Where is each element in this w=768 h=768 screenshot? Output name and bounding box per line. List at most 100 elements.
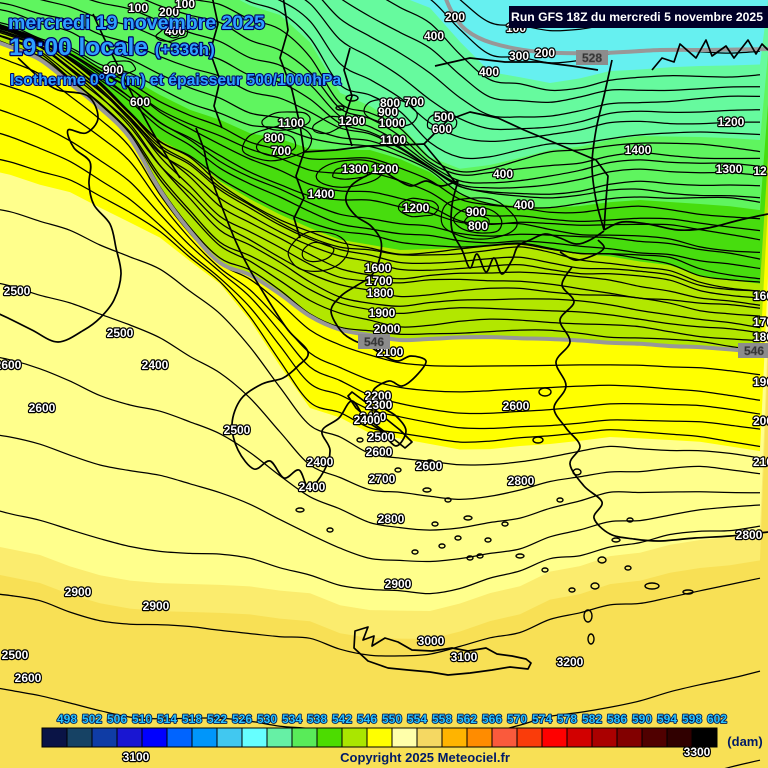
svg-text:400: 400 (493, 167, 513, 181)
svg-text:1000: 1000 (379, 116, 406, 130)
svg-text:3200: 3200 (557, 655, 584, 669)
svg-text:800: 800 (468, 219, 488, 233)
svg-text:514: 514 (157, 712, 177, 726)
svg-text:900: 900 (378, 105, 398, 119)
svg-text:1800: 1800 (753, 330, 768, 344)
svg-text:1900: 1900 (369, 306, 396, 320)
svg-text:2300: 2300 (366, 398, 393, 412)
svg-text:546: 546 (744, 344, 764, 358)
svg-text:3300: 3300 (684, 745, 711, 759)
svg-text:578: 578 (557, 712, 577, 726)
svg-text:400: 400 (424, 29, 444, 43)
svg-text:2500: 2500 (368, 430, 395, 444)
svg-text:2400: 2400 (360, 410, 387, 424)
svg-text:200: 200 (445, 10, 465, 24)
svg-text:300: 300 (509, 49, 529, 63)
svg-text:2400: 2400 (307, 455, 334, 469)
svg-text:700: 700 (404, 95, 424, 109)
svg-text:2800: 2800 (378, 512, 405, 526)
svg-text:2500: 2500 (4, 284, 31, 298)
svg-text:566: 566 (482, 712, 502, 726)
svg-text:1600: 1600 (753, 289, 768, 303)
svg-text:598: 598 (682, 712, 702, 726)
svg-text:400: 400 (165, 24, 185, 38)
svg-text:1300: 1300 (342, 162, 369, 176)
svg-text:1700: 1700 (753, 315, 768, 329)
svg-text:700: 700 (271, 144, 291, 158)
svg-text:100: 100 (128, 1, 148, 15)
svg-text:1200: 1200 (339, 114, 366, 128)
svg-text:554: 554 (407, 712, 427, 726)
svg-text:498: 498 (57, 712, 77, 726)
svg-text:2600: 2600 (416, 459, 443, 473)
svg-text:2900: 2900 (65, 585, 92, 599)
svg-text:2600: 2600 (0, 358, 22, 372)
svg-text:502: 502 (82, 712, 102, 726)
svg-text:2700: 2700 (369, 472, 396, 486)
svg-text:1200: 1200 (718, 115, 745, 129)
svg-text:2900: 2900 (385, 577, 412, 591)
svg-text:1800: 1800 (367, 286, 394, 300)
svg-text:12: 12 (753, 164, 767, 178)
svg-text:2400: 2400 (354, 413, 381, 427)
svg-text:1700: 1700 (366, 274, 393, 288)
svg-text:19:00 locale (+336h): 19:00 locale (+336h) (9, 34, 215, 61)
svg-text:2400: 2400 (299, 480, 326, 494)
svg-text:900: 900 (466, 205, 486, 219)
svg-text:2000: 2000 (374, 322, 401, 336)
svg-text:522: 522 (207, 712, 227, 726)
svg-text:2500: 2500 (224, 423, 251, 437)
svg-text:542: 542 (332, 712, 352, 726)
svg-text:600: 600 (130, 95, 150, 109)
svg-text:2600: 2600 (15, 671, 42, 685)
svg-text:3100: 3100 (451, 650, 478, 664)
svg-text:3100: 3100 (123, 750, 150, 764)
svg-text:Isotherme 0°C (m) et épaisseur: Isotherme 0°C (m) et épaisseur 500/1000h… (10, 72, 341, 89)
svg-text:2500: 2500 (2, 648, 29, 662)
svg-text:1400: 1400 (308, 187, 335, 201)
svg-text:400: 400 (479, 65, 499, 79)
svg-text:518: 518 (182, 712, 202, 726)
svg-text:550: 550 (382, 712, 402, 726)
svg-text:594: 594 (657, 712, 677, 726)
svg-text:2800: 2800 (736, 528, 763, 542)
svg-text:582: 582 (582, 712, 602, 726)
svg-text:526: 526 (232, 712, 252, 726)
svg-text:800: 800 (264, 131, 284, 145)
svg-text:2200: 2200 (365, 389, 392, 403)
svg-text:558: 558 (432, 712, 452, 726)
svg-text:546: 546 (357, 712, 377, 726)
svg-text:900: 900 (103, 63, 123, 77)
svg-text:1300: 1300 (716, 162, 743, 176)
svg-text:Copyright 2025 Meteociel.fr: Copyright 2025 Meteociel.fr (340, 750, 510, 765)
svg-text:400: 400 (514, 198, 534, 212)
svg-text:3000: 3000 (418, 634, 445, 648)
svg-text:530: 530 (257, 712, 277, 726)
svg-text:2100: 2100 (753, 455, 768, 469)
svg-text:(dam): (dam) (727, 734, 762, 749)
svg-text:1100: 1100 (278, 116, 304, 130)
svg-text:570: 570 (507, 712, 527, 726)
svg-text:546: 546 (364, 335, 384, 349)
svg-text:1400: 1400 (625, 143, 652, 157)
svg-text:2800: 2800 (508, 474, 535, 488)
svg-text:1900: 1900 (753, 375, 768, 389)
svg-text:800: 800 (380, 96, 400, 110)
svg-text:538: 538 (307, 712, 327, 726)
svg-text:2900: 2900 (143, 599, 170, 613)
svg-text:1100: 1100 (380, 133, 406, 147)
svg-text:2500: 2500 (107, 326, 134, 340)
svg-text:200: 200 (535, 46, 555, 60)
svg-text:1200: 1200 (372, 162, 399, 176)
svg-text:2600: 2600 (503, 399, 530, 413)
svg-text:Run GFS 18Z du mercredi 5 nove: Run GFS 18Z du mercredi 5 novembre 2025 (511, 10, 763, 24)
svg-text:534: 534 (282, 712, 302, 726)
svg-text:500: 500 (434, 110, 454, 124)
svg-text:2000: 2000 (753, 414, 768, 428)
svg-text:200: 200 (159, 5, 179, 19)
svg-text:2600: 2600 (29, 401, 56, 415)
svg-text:528: 528 (582, 51, 602, 65)
svg-text:574: 574 (532, 712, 552, 726)
svg-text:600: 600 (432, 122, 452, 136)
svg-text:510: 510 (132, 712, 152, 726)
